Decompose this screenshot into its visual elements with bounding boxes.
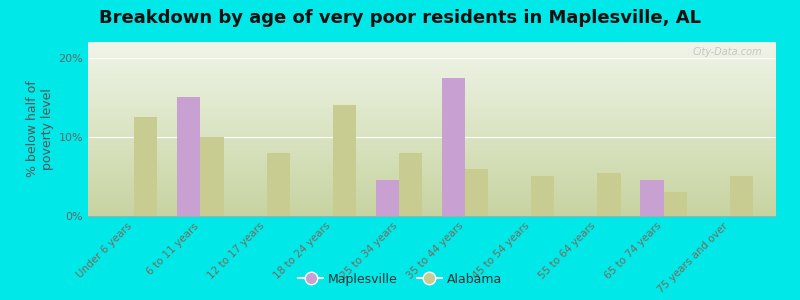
Bar bbox=[730, 176, 753, 216]
Y-axis label: % below half of
poverty level: % below half of poverty level bbox=[26, 81, 54, 177]
Bar bbox=[531, 176, 554, 216]
Bar bbox=[266, 153, 290, 216]
Bar bbox=[333, 105, 356, 216]
Bar bbox=[178, 98, 201, 216]
Bar bbox=[399, 153, 422, 216]
Bar bbox=[134, 117, 158, 216]
Bar bbox=[598, 172, 621, 216]
Bar bbox=[663, 192, 686, 216]
Bar bbox=[376, 180, 399, 216]
Bar bbox=[640, 180, 663, 216]
Text: City-Data.com: City-Data.com bbox=[693, 47, 762, 57]
Bar bbox=[442, 78, 465, 216]
Bar bbox=[201, 137, 224, 216]
Legend: Maplesville, Alabama: Maplesville, Alabama bbox=[293, 268, 507, 291]
Bar bbox=[465, 169, 488, 216]
Text: Breakdown by age of very poor residents in Maplesville, AL: Breakdown by age of very poor residents … bbox=[99, 9, 701, 27]
